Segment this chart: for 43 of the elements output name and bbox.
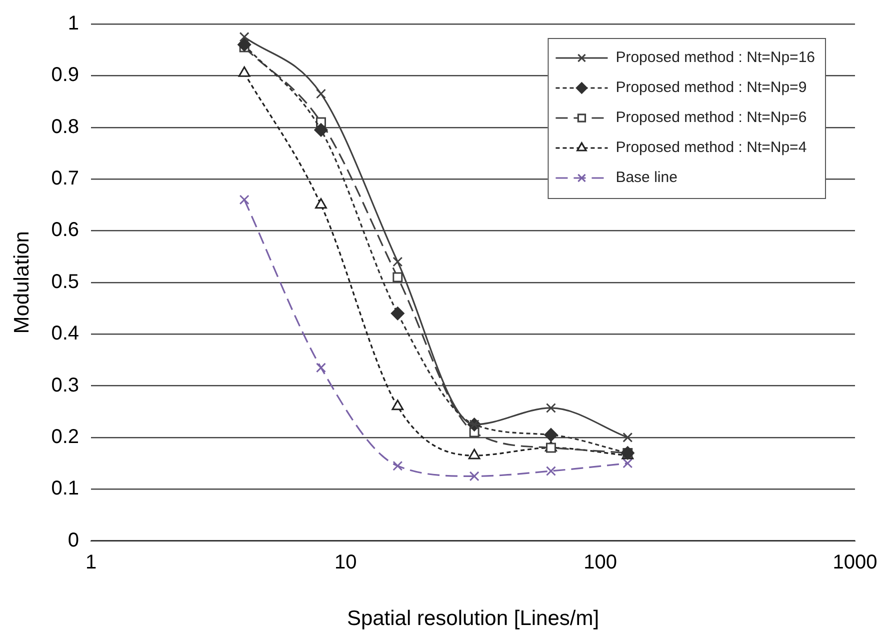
point [238, 38, 252, 52]
legend-label: Proposed method : Nt=Np=4 [616, 139, 807, 156]
y-tick-label: 0.8 [51, 116, 80, 138]
point [392, 272, 403, 282]
x-tick-label: 1000 [832, 551, 878, 574]
point [316, 362, 326, 373]
y-tick-label: 0.5 [51, 270, 80, 293]
point [390, 306, 404, 320]
legend-label: Proposed method : Nt=Np=9 [616, 79, 807, 96]
y-tick-label: 0.2 [51, 426, 80, 448]
point [544, 428, 558, 442]
legend-label: Proposed method : Nt=Np=16 [616, 49, 816, 66]
point [392, 256, 403, 267]
point [239, 32, 250, 42]
y-tick-label: 0.7 [51, 168, 80, 190]
point [468, 448, 480, 460]
point [316, 88, 326, 99]
y-tick-label: 0.1 [51, 478, 80, 500]
x-tick-label: 10 [334, 551, 357, 574]
x-tick-label: 100 [584, 551, 618, 574]
y-tick-label: 0.9 [51, 64, 80, 86]
y-tick-label: 0.4 [51, 322, 80, 345]
legend-label: Proposed method : Nt=Np=6 [616, 109, 807, 126]
legend-label: Base line [616, 169, 678, 186]
x-axis-title: Spatial resolution [Lines/m] [346, 607, 600, 630]
y-tick-label: 0 [68, 529, 80, 552]
point [622, 458, 633, 468]
point [314, 123, 328, 137]
point [546, 402, 556, 413]
point [392, 460, 403, 471]
x-tick-label: 1 [85, 551, 97, 574]
y-axis-title: Modulation [10, 231, 34, 334]
point [469, 471, 480, 482]
y-tick-label: 0.6 [51, 219, 80, 242]
point [315, 198, 327, 209]
point [546, 466, 556, 476]
y-tick-label: 1 [68, 12, 80, 35]
point [546, 442, 556, 453]
y-tick-label: 0.3 [51, 374, 80, 396]
point [239, 194, 250, 205]
point [238, 66, 250, 77]
point [622, 432, 633, 442]
point [392, 400, 404, 410]
